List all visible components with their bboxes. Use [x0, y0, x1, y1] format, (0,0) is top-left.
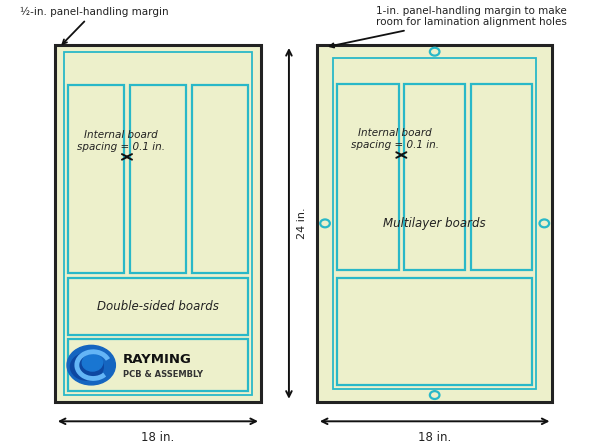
Text: Multilayer boards: Multilayer boards — [383, 217, 486, 230]
Bar — [337, 84, 399, 270]
Text: Double-sided boards: Double-sided boards — [97, 300, 219, 313]
Bar — [317, 45, 552, 401]
Text: PCB & ASSEMBLY: PCB & ASSEMBLY — [123, 370, 203, 379]
Bar — [55, 45, 261, 401]
Bar — [68, 339, 248, 391]
Text: Internal board
spacing = 0.1 in.: Internal board spacing = 0.1 in. — [77, 130, 165, 152]
Circle shape — [82, 354, 102, 371]
Circle shape — [67, 346, 115, 385]
Bar — [68, 278, 248, 335]
Bar — [404, 84, 465, 270]
Bar — [130, 85, 186, 274]
Bar — [64, 52, 252, 395]
Text: Internal board
spacing = 0.1 in.: Internal board spacing = 0.1 in. — [351, 128, 439, 150]
Bar — [333, 58, 536, 388]
Text: ½-in. panel-handling margin: ½-in. panel-handling margin — [20, 7, 168, 44]
Circle shape — [70, 353, 104, 380]
Bar — [68, 85, 124, 274]
Bar — [471, 84, 532, 270]
Bar — [192, 85, 248, 274]
Text: 1-in. panel-handling margin to make
room for lamination alignment holes: 1-in. panel-handling margin to make room… — [330, 6, 566, 47]
Text: RAYMING: RAYMING — [123, 354, 192, 367]
Text: 24 in.: 24 in. — [297, 207, 307, 239]
Text: 18 in.: 18 in. — [141, 431, 174, 444]
Text: 18 in.: 18 in. — [418, 431, 451, 444]
Bar — [337, 278, 532, 385]
